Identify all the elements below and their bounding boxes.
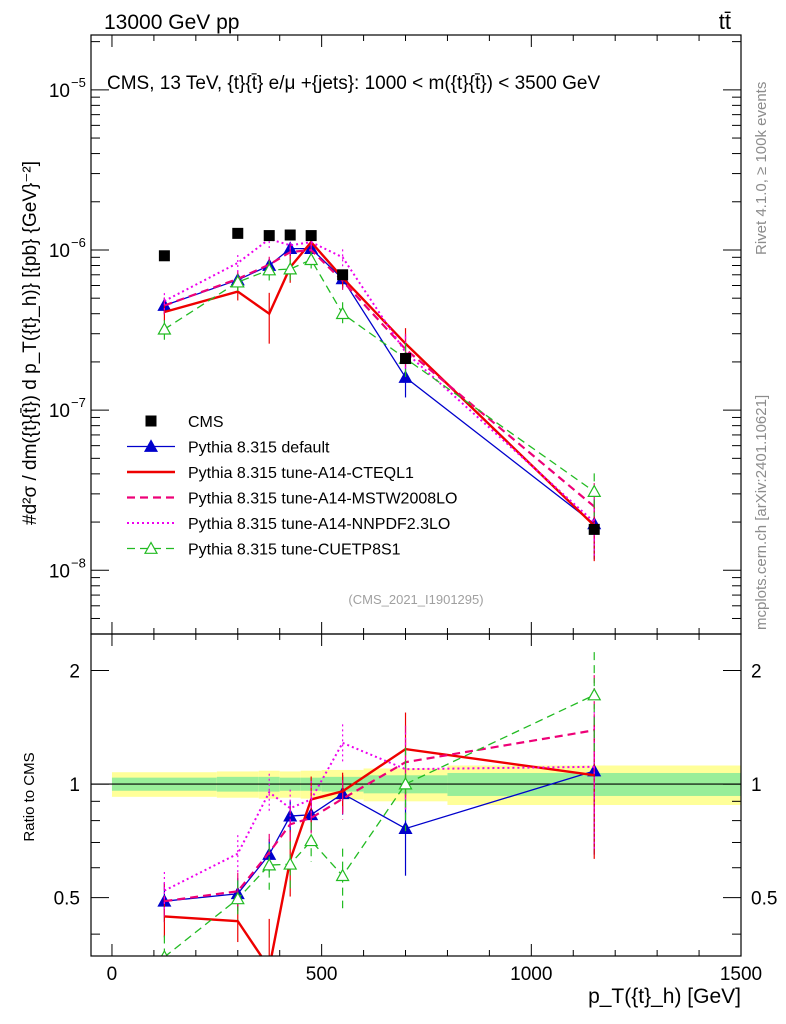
data-point bbox=[232, 227, 244, 239]
ratio-series-marker bbox=[304, 833, 319, 847]
ratio-tick-label-right: 2 bbox=[751, 662, 762, 683]
data-point bbox=[337, 269, 349, 281]
data-point bbox=[284, 229, 296, 241]
legend-label: Pythia 8.315 default bbox=[188, 440, 330, 457]
ratio-series-marker bbox=[587, 687, 602, 701]
rivet-version-label: Rivet 4.1.0, ≥ 100k events bbox=[753, 82, 770, 255]
data-point bbox=[158, 250, 170, 262]
legend-label: CMS bbox=[188, 414, 224, 431]
analysis-tag: (CMS_2021_I1901295) bbox=[348, 592, 483, 607]
axes-ticks bbox=[91, 35, 742, 956]
series-marker bbox=[262, 262, 277, 276]
legend-entry-4: Pythia 8.315 tune-CUETP8S1 bbox=[127, 541, 401, 559]
legend-label: Pythia 8.315 tune-CUETP8S1 bbox=[188, 542, 401, 559]
series-marker bbox=[283, 261, 298, 275]
y-tick-exponent: −6 bbox=[71, 235, 86, 250]
series-marker bbox=[335, 306, 350, 320]
ratio-series-marker bbox=[398, 776, 413, 790]
ratio-frame bbox=[90, 633, 742, 957]
data-point bbox=[400, 353, 412, 365]
data-point bbox=[263, 230, 275, 242]
series-line bbox=[163, 237, 595, 523]
legend-entry-0: Pythia 8.315 default bbox=[127, 439, 330, 457]
ratio-series-line bbox=[164, 770, 595, 902]
ratio-tick-label: 2 bbox=[69, 662, 80, 683]
series-marker bbox=[157, 321, 172, 335]
y-tick-label: 10 bbox=[49, 81, 70, 102]
x-tick-label: 1500 bbox=[720, 964, 762, 985]
x-tick-label: 0 bbox=[107, 964, 118, 985]
y-tick-exponent: −5 bbox=[71, 75, 86, 90]
ratio-series-layer bbox=[157, 652, 602, 956]
series-line bbox=[164, 247, 595, 525]
series-3 bbox=[163, 231, 595, 558]
legend-swatch bbox=[145, 415, 157, 427]
legend-entry-cms: CMS bbox=[145, 414, 224, 431]
ratio-series-marker bbox=[283, 857, 298, 870]
legend-entry-2: Pythia 8.315 tune-A14-MSTW2008LO bbox=[127, 491, 457, 508]
series-marker bbox=[230, 274, 245, 288]
series-line bbox=[164, 258, 595, 493]
ratio-series-line bbox=[163, 741, 595, 892]
legend-label: Pythia 8.315 tune-A14-NNPDF2.3LO bbox=[188, 516, 450, 533]
ratio-series-marker bbox=[262, 857, 277, 871]
process-label: tt̄ bbox=[719, 9, 731, 34]
mcplots-credit-label: mcplots.cern.ch [arXiv:2401.10621] bbox=[753, 395, 770, 630]
y-axis-label: #d²σ / dm({t}{t̄}) d p_T({t}_h)} [{pb} {… bbox=[20, 161, 41, 525]
y-tick-exponent: −7 bbox=[71, 395, 86, 410]
legend-marker bbox=[143, 541, 159, 554]
ratio-series-line bbox=[164, 729, 595, 903]
ratio-tick-label-right: 1 bbox=[751, 775, 762, 796]
main-series-layer bbox=[157, 231, 602, 562]
y-tick-exponent: −8 bbox=[71, 555, 86, 570]
series-marker bbox=[304, 252, 319, 266]
x-axis-label: p_T({t}_h) [GeV] bbox=[588, 985, 741, 1008]
series-line bbox=[164, 240, 596, 527]
ratio-series-marker bbox=[335, 868, 350, 882]
series-marker bbox=[587, 484, 602, 497]
chart-title: CMS, 13 TeV, {t}{t̄} e/μ +{jets}: 1000 <… bbox=[107, 73, 600, 94]
y-tick-label: 10 bbox=[49, 401, 70, 422]
beam-energy-label: 13000 GeV pp bbox=[104, 11, 239, 34]
y-tick-label: 10 bbox=[49, 241, 70, 262]
y-tick-label: 10 bbox=[49, 561, 70, 582]
ratio-tick-label-right: 0.5 bbox=[751, 889, 777, 910]
legend-label: Pythia 8.315 tune-A14-MSTW2008LO bbox=[188, 491, 457, 508]
ratio-axis-label: Ratio to CMS bbox=[21, 752, 38, 841]
ratio-series-0 bbox=[157, 715, 602, 923]
ratio-tick-label: 0.5 bbox=[54, 889, 80, 910]
ratio-series-marker bbox=[230, 891, 245, 905]
ratio-uncertainty-bands bbox=[91, 765, 741, 806]
series-0 bbox=[157, 241, 602, 560]
x-tick-label: 1000 bbox=[510, 964, 552, 985]
legend-label: Pythia 8.315 tune-A14-CTEQL1 bbox=[188, 465, 414, 482]
legend-entry-1: Pythia 8.315 tune-A14-CTEQL1 bbox=[127, 465, 414, 482]
legend: CMS Pythia 8.315 default Pythia 8.315 tune… bbox=[127, 414, 457, 559]
ratio-series-marker bbox=[160, 949, 168, 956]
cms-data-points bbox=[158, 227, 600, 535]
ratio-tick-label: 1 bbox=[69, 775, 80, 796]
ratio-series-line bbox=[164, 747, 595, 956]
legend-marker bbox=[143, 439, 159, 452]
x-tick-label: 500 bbox=[306, 964, 338, 985]
data-point bbox=[588, 523, 600, 535]
ratio-series-line bbox=[164, 694, 595, 956]
data-point bbox=[305, 230, 317, 242]
ratio-series-4 bbox=[160, 652, 602, 956]
legend-entry-3: Pythia 8.315 tune-A14-NNPDF2.3LO bbox=[127, 516, 450, 533]
